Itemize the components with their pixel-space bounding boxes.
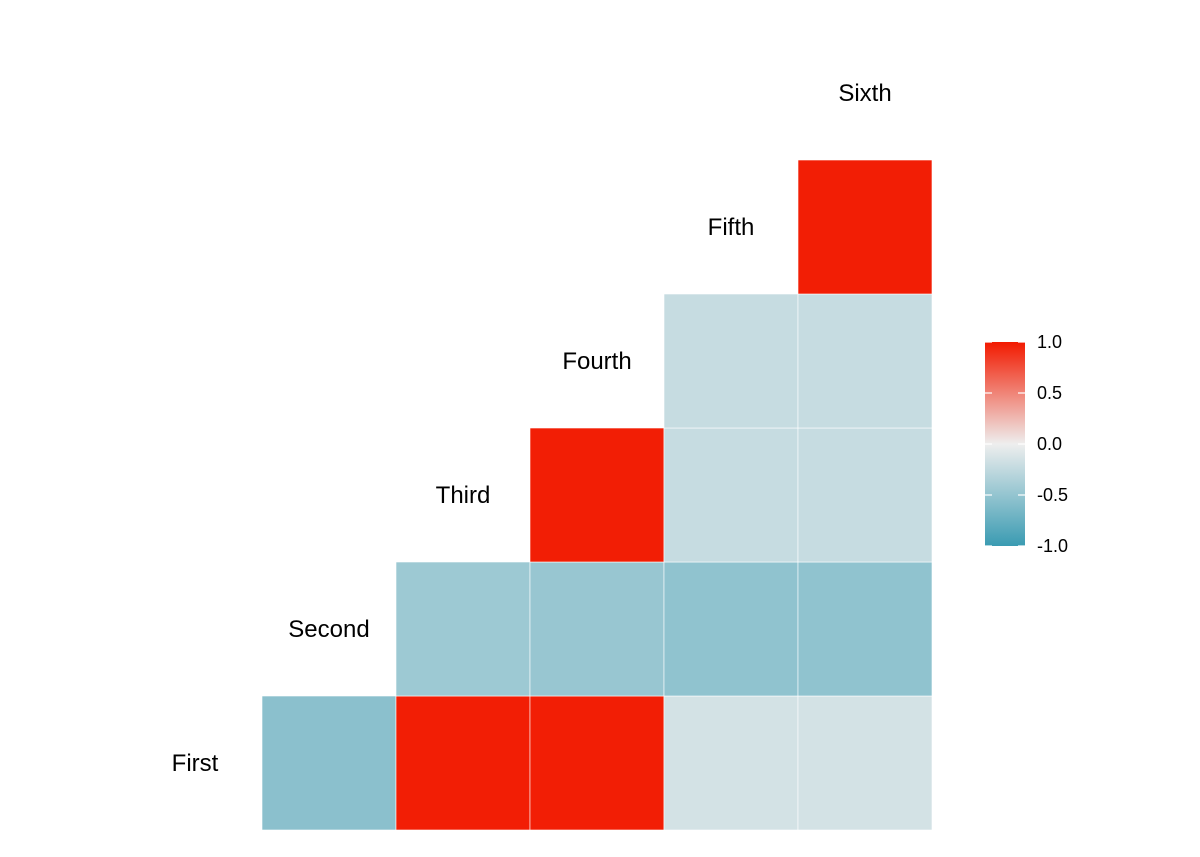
heatmap-cell-second-fifth xyxy=(663,561,799,697)
heatmap-cell-third-fifth xyxy=(663,427,799,563)
heatmap-cell-first-fifth xyxy=(663,695,799,831)
heatmap-cell-first-second xyxy=(261,695,397,831)
heatmap-cell-first-fourth xyxy=(529,695,665,831)
heatmap-cell-second-third xyxy=(395,561,531,697)
legend-tick-label: -1.0 xyxy=(1037,536,1068,556)
legend-tick-label: 0.5 xyxy=(1037,383,1062,403)
heatmap-cell-fourth-fifth xyxy=(663,293,799,429)
heatmap-cell-second-sixth xyxy=(797,561,933,697)
variable-label-fifth: Fifth xyxy=(708,214,755,241)
heatmap-cell-first-third xyxy=(395,695,531,831)
heatmap-cell-fourth-sixth xyxy=(797,293,933,429)
variable-label-third: Third xyxy=(436,482,491,509)
heatmap-cells xyxy=(261,159,933,831)
color-legend: 1.0 0.5 0.0 -0.5 -1.0 xyxy=(985,332,1068,556)
variable-label-second: Second xyxy=(288,616,369,643)
heatmap-cell-first-sixth xyxy=(797,695,933,831)
heatmap-cell-third-sixth xyxy=(797,427,933,563)
heatmap-cell-third-fourth xyxy=(529,427,665,563)
variable-labels: First Second Third Fourth Fifth Sixth xyxy=(172,80,892,777)
legend-tick-label: 1.0 xyxy=(1037,332,1062,352)
variable-label-sixth: Sixth xyxy=(838,80,891,107)
variable-label-first: First xyxy=(172,750,219,777)
heatmap-cell-fifth-sixth xyxy=(797,159,933,295)
variable-label-fourth: Fourth xyxy=(562,348,631,375)
heatmap-cell-second-fourth xyxy=(529,561,665,697)
legend-tick-label: -0.5 xyxy=(1037,485,1068,505)
legend-tick-label: 0.0 xyxy=(1037,434,1062,454)
